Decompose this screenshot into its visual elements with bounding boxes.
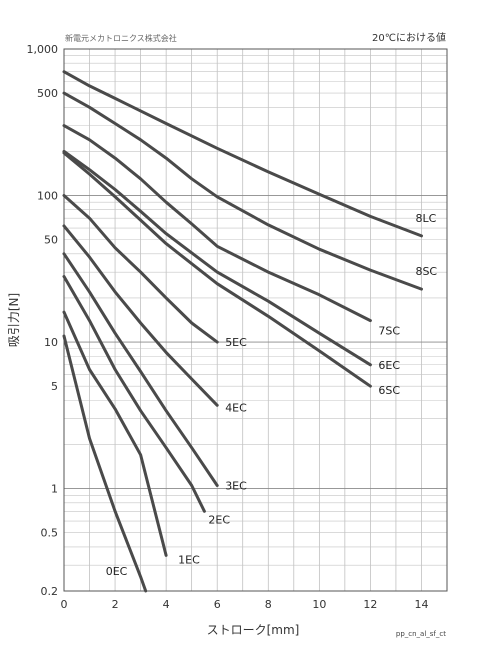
series-label-4ec: 4EC xyxy=(225,401,247,414)
series-line-4ec xyxy=(62,224,219,407)
series-labels: 8LC 8SC 7SC 6EC 6SC 5EC 4EC 3EC 2EC 1EC 0EC xyxy=(106,212,438,578)
tick-labels: 0 2 4 6 8 10 12 14 0.2 0.5 1 5 10 50 100 500 1,000 xyxy=(27,43,429,611)
series-line-5ec xyxy=(62,194,219,344)
series-label-8sc: 8SC xyxy=(415,265,437,278)
y-axis-label: 吸引力[N] xyxy=(7,293,21,347)
y-tick-label: 50 xyxy=(44,234,58,247)
series-lines xyxy=(62,70,423,593)
series-line-2ec xyxy=(62,275,206,513)
x-tick-label: 2 xyxy=(112,598,119,611)
series-line-3ec xyxy=(62,252,219,487)
y-tick-label: 0.2 xyxy=(41,585,59,598)
series-label-8lc: 8LC xyxy=(415,212,436,225)
temperature-note: 20℃における値 xyxy=(372,31,446,44)
series-line-6sc xyxy=(62,151,372,388)
plot-frame xyxy=(63,48,448,592)
series-line-7sc xyxy=(62,124,372,323)
series-label-1ec: 1EC xyxy=(178,553,200,566)
series-label-6ec: 6EC xyxy=(378,359,400,372)
series-label-2ec: 2EC xyxy=(208,513,230,526)
company-name: 新電元メカトロニクス株式会社 xyxy=(65,33,177,43)
series-line-8lc xyxy=(62,70,423,238)
y-tick-label: 5 xyxy=(51,380,58,393)
y-tick-label: 0.5 xyxy=(41,527,59,540)
series-line-6ec xyxy=(62,149,372,367)
x-tick-label: 8 xyxy=(265,598,272,611)
series-label-3ec: 3EC xyxy=(225,479,247,492)
series-label-6sc: 6SC xyxy=(378,384,400,397)
x-tick-label: 4 xyxy=(163,598,170,611)
x-tick-label: 6 xyxy=(214,598,221,611)
y-tick-label: 100 xyxy=(37,190,58,203)
series-line-8sc xyxy=(62,91,423,291)
series-label-7sc: 7SC xyxy=(378,325,400,338)
y-tick-label: 1 xyxy=(51,483,58,496)
axes xyxy=(63,48,448,592)
series-line-0ec xyxy=(62,334,148,593)
series-label-0ec: 0EC xyxy=(106,565,128,578)
y-tick-label: 10 xyxy=(44,336,58,349)
x-tick-label: 12 xyxy=(363,598,377,611)
x-tick-label: 10 xyxy=(312,598,326,611)
series-label-5ec: 5EC xyxy=(225,336,247,349)
series-line-1ec xyxy=(62,310,168,557)
x-tick-label: 14 xyxy=(414,598,428,611)
grid xyxy=(63,48,448,592)
x-tick-label: 0 xyxy=(61,598,68,611)
y-tick-label: 500 xyxy=(37,87,58,100)
x-axis-label: ストローク[mm] xyxy=(207,623,300,637)
footer-code: pp_cn_al_sf_ct xyxy=(396,630,446,638)
y-tick-label: 1,000 xyxy=(27,43,59,56)
